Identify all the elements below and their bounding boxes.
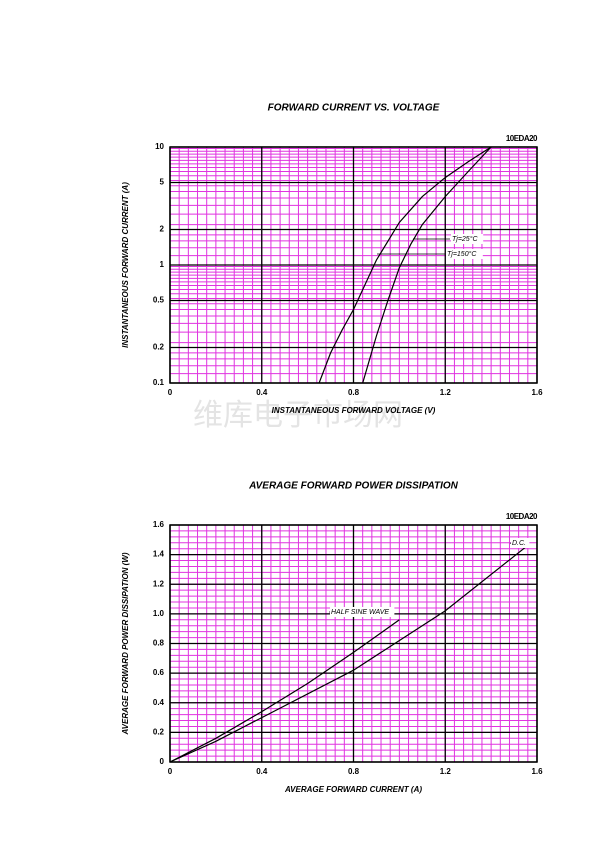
y-tick-label: 1.4 bbox=[153, 550, 165, 559]
part-number: 10EDA20 bbox=[506, 134, 538, 143]
y-tick-label: 0.2 bbox=[153, 343, 165, 352]
y-tick-label: 0.6 bbox=[153, 668, 165, 677]
y-axis-label: INSTANTANEOUS FORWARD CURRENT (A) bbox=[121, 182, 130, 348]
x-tick-label: 1.6 bbox=[531, 388, 543, 397]
plot-frame bbox=[169, 524, 538, 763]
series-label: HALF SINE WAVE bbox=[331, 609, 389, 616]
y-axis-label: AVERAGE FORWARD POWER DISSIPATION (W) bbox=[121, 552, 130, 735]
y-tick-label: 0.5 bbox=[153, 296, 165, 305]
x-tick-label: 0.8 bbox=[348, 767, 360, 776]
label-bg bbox=[446, 249, 483, 259]
x-tick-label: 0.4 bbox=[256, 388, 268, 397]
chart-title: FORWARD CURRENT VS. VOLTAGE bbox=[268, 103, 440, 114]
x-tick-label: 1.6 bbox=[531, 767, 543, 776]
x-axis-label: INSTANTANEOUS FORWARD VOLTAGE (V) bbox=[272, 406, 436, 415]
chart-title: AVERAGE FORWARD POWER DISSIPATION bbox=[248, 481, 458, 492]
label-bg bbox=[451, 234, 484, 244]
series-label: Tj=150°C bbox=[447, 250, 477, 258]
part-number: 10EDA20 bbox=[506, 512, 538, 521]
x-tick-label: 0 bbox=[168, 388, 173, 397]
x-tick-label: 0.4 bbox=[256, 767, 268, 776]
plot-frame bbox=[169, 146, 538, 384]
y-tick-label: 0.8 bbox=[153, 639, 165, 648]
x-tick-label: 1.2 bbox=[440, 388, 452, 397]
y-tick-label: 2 bbox=[160, 225, 165, 234]
series-line bbox=[362, 146, 492, 384]
label-bg bbox=[511, 538, 530, 548]
y-tick-label: 0 bbox=[160, 757, 165, 766]
y-tick-label: 0.4 bbox=[153, 698, 165, 707]
x-tick-label: 1.2 bbox=[440, 767, 452, 776]
x-tick-label: 0.8 bbox=[348, 388, 360, 397]
label-bg bbox=[330, 607, 395, 617]
x-axis-label: AVERAGE FORWARD CURRENT (A) bbox=[284, 785, 422, 794]
y-tick-label: 1.2 bbox=[153, 579, 165, 588]
series-label: Tj=25°C bbox=[452, 235, 479, 243]
series-line bbox=[169, 619, 400, 763]
y-tick-label: 0.2 bbox=[153, 727, 165, 736]
series-label: D.C. bbox=[512, 540, 526, 547]
series-line bbox=[318, 146, 492, 384]
watermark: 维库电子市场网 bbox=[193, 398, 403, 433]
x-tick-label: 0 bbox=[168, 767, 173, 776]
y-tick-label: 5 bbox=[160, 178, 165, 187]
y-tick-label: 1.0 bbox=[153, 609, 165, 618]
series-line bbox=[169, 546, 526, 763]
y-tick-label: 1.6 bbox=[153, 520, 165, 529]
y-tick-label: 0.1 bbox=[153, 378, 165, 387]
y-tick-label: 1 bbox=[160, 260, 165, 269]
y-tick-label: 10 bbox=[155, 142, 164, 151]
